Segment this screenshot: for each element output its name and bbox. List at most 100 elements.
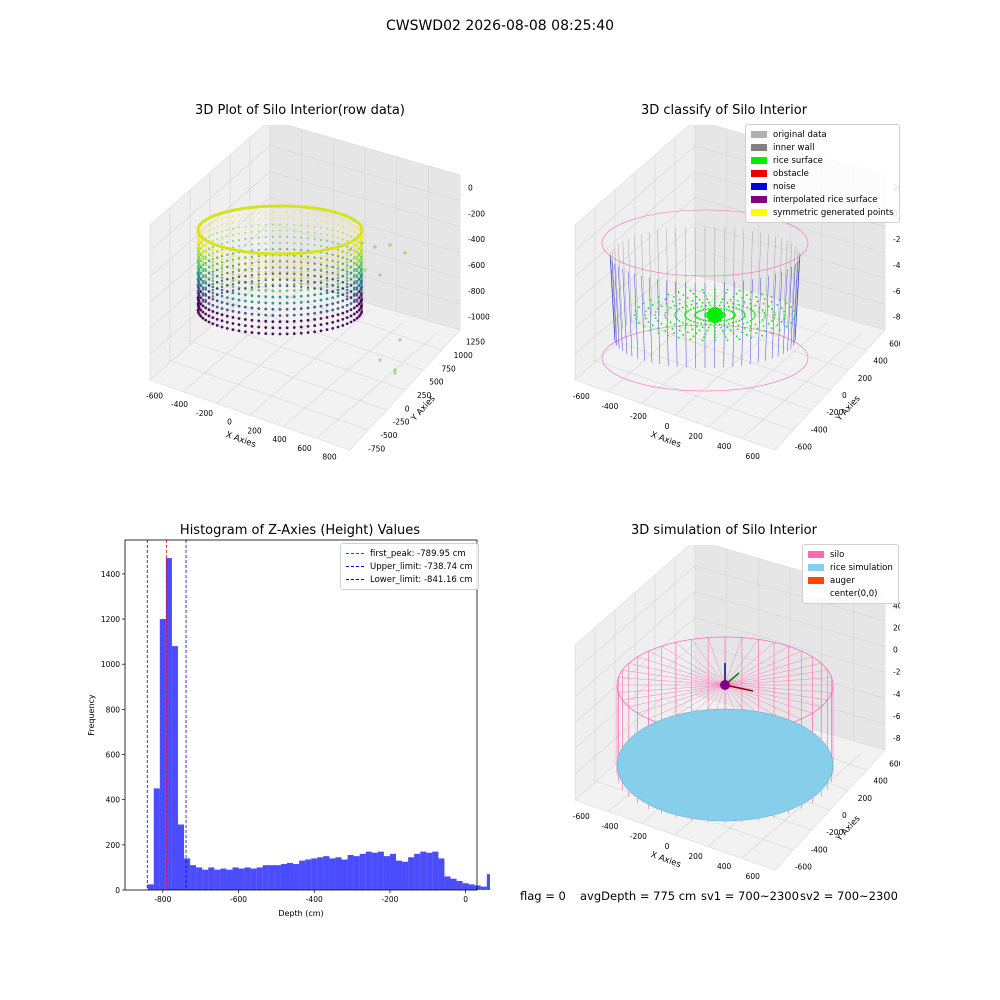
y-axis-label: Frequency (87, 694, 96, 736)
rice-point (749, 302, 752, 305)
data-point (237, 238, 241, 242)
data-point (207, 235, 211, 238)
data-point (207, 229, 211, 232)
rice-point (698, 298, 701, 301)
rice-point (678, 302, 681, 305)
rice-point (720, 320, 723, 322)
data-point (325, 322, 329, 325)
rice-point (714, 298, 716, 300)
data-point (360, 282, 363, 285)
histogram-bar (480, 886, 487, 890)
histogram-bar (244, 867, 251, 890)
data-point (197, 300, 200, 303)
data-point (216, 256, 219, 259)
rice-point (651, 303, 654, 306)
data-point (313, 237, 316, 241)
data-point (345, 297, 349, 301)
data-point (201, 288, 205, 291)
rice-point (699, 309, 702, 312)
data-point (352, 257, 356, 261)
data-point (257, 279, 260, 282)
x-tick-label: -200 (630, 832, 647, 841)
wall-line (794, 252, 800, 338)
rice-point (753, 312, 756, 314)
rice-point (793, 318, 795, 320)
rice-point (762, 302, 765, 305)
data-point (300, 254, 303, 258)
rice-point (684, 315, 687, 318)
rice-point (790, 306, 792, 308)
wall-line (790, 246, 796, 332)
rice-point (685, 323, 688, 325)
data-point (271, 278, 274, 282)
data-point (220, 282, 224, 286)
data-point (220, 300, 224, 304)
rice-point (763, 316, 766, 319)
data-point (306, 280, 310, 283)
data-point (306, 218, 310, 221)
x-axis-label: Depth (cm) (278, 909, 323, 918)
data-point (257, 285, 260, 288)
data-point (292, 276, 296, 280)
data-point (207, 272, 211, 275)
data-point (257, 288, 261, 292)
data-point (300, 236, 303, 239)
data-point (237, 288, 241, 291)
data-point (207, 223, 211, 226)
rice-point (684, 301, 687, 303)
y-tick-label: -250 (393, 418, 410, 427)
rice-point (741, 296, 744, 299)
data-point (286, 266, 289, 269)
y-tick-label: 750 (441, 364, 456, 373)
data-point (271, 272, 274, 275)
data-point (207, 278, 211, 281)
data-point (319, 263, 323, 266)
data-point (201, 316, 205, 320)
data-point (201, 292, 205, 295)
data-point (355, 294, 359, 297)
rice-point (685, 311, 688, 313)
data-point (250, 324, 254, 328)
data-point (231, 328, 235, 332)
histogram-bar (226, 869, 233, 890)
histogram-bar (486, 874, 490, 890)
data-point (378, 358, 382, 362)
rice-point (740, 318, 743, 321)
wall-line (657, 230, 661, 316)
rice-point (749, 325, 752, 328)
rice-point (692, 320, 695, 323)
wall-line (622, 268, 628, 355)
x-tick-label: -600 (573, 392, 590, 401)
legend-swatch (751, 170, 767, 177)
data-point (278, 266, 282, 269)
data-point (292, 332, 296, 336)
rice-point (714, 301, 716, 304)
data-point (355, 261, 359, 265)
data-point (349, 296, 353, 300)
data-point (196, 283, 200, 287)
data-point (198, 273, 201, 277)
wall-line (611, 249, 617, 335)
data-point (355, 251, 359, 254)
panel4-legend: silo rice simulation auger center(0,0) (802, 544, 899, 604)
panel3-histogram: -800 -600 -400 -200 0 0 200 400 600 800 1000 1200 14… (87, 539, 490, 918)
data-point (216, 219, 219, 222)
rice-point (793, 310, 795, 312)
data-point (226, 278, 229, 281)
data-point (286, 235, 289, 238)
data-point (285, 332, 289, 336)
data-point (225, 308, 229, 312)
data-point (360, 253, 364, 256)
data-point (359, 304, 362, 307)
rice-point (642, 325, 645, 328)
histogram-bar (426, 852, 433, 890)
rice-point (723, 333, 726, 335)
data-point (201, 267, 205, 271)
data-point (197, 239, 200, 242)
data-point (211, 254, 215, 258)
data-point (231, 240, 235, 243)
rice-point (667, 293, 669, 296)
data-point (257, 236, 260, 239)
legend-swatch (808, 590, 824, 597)
